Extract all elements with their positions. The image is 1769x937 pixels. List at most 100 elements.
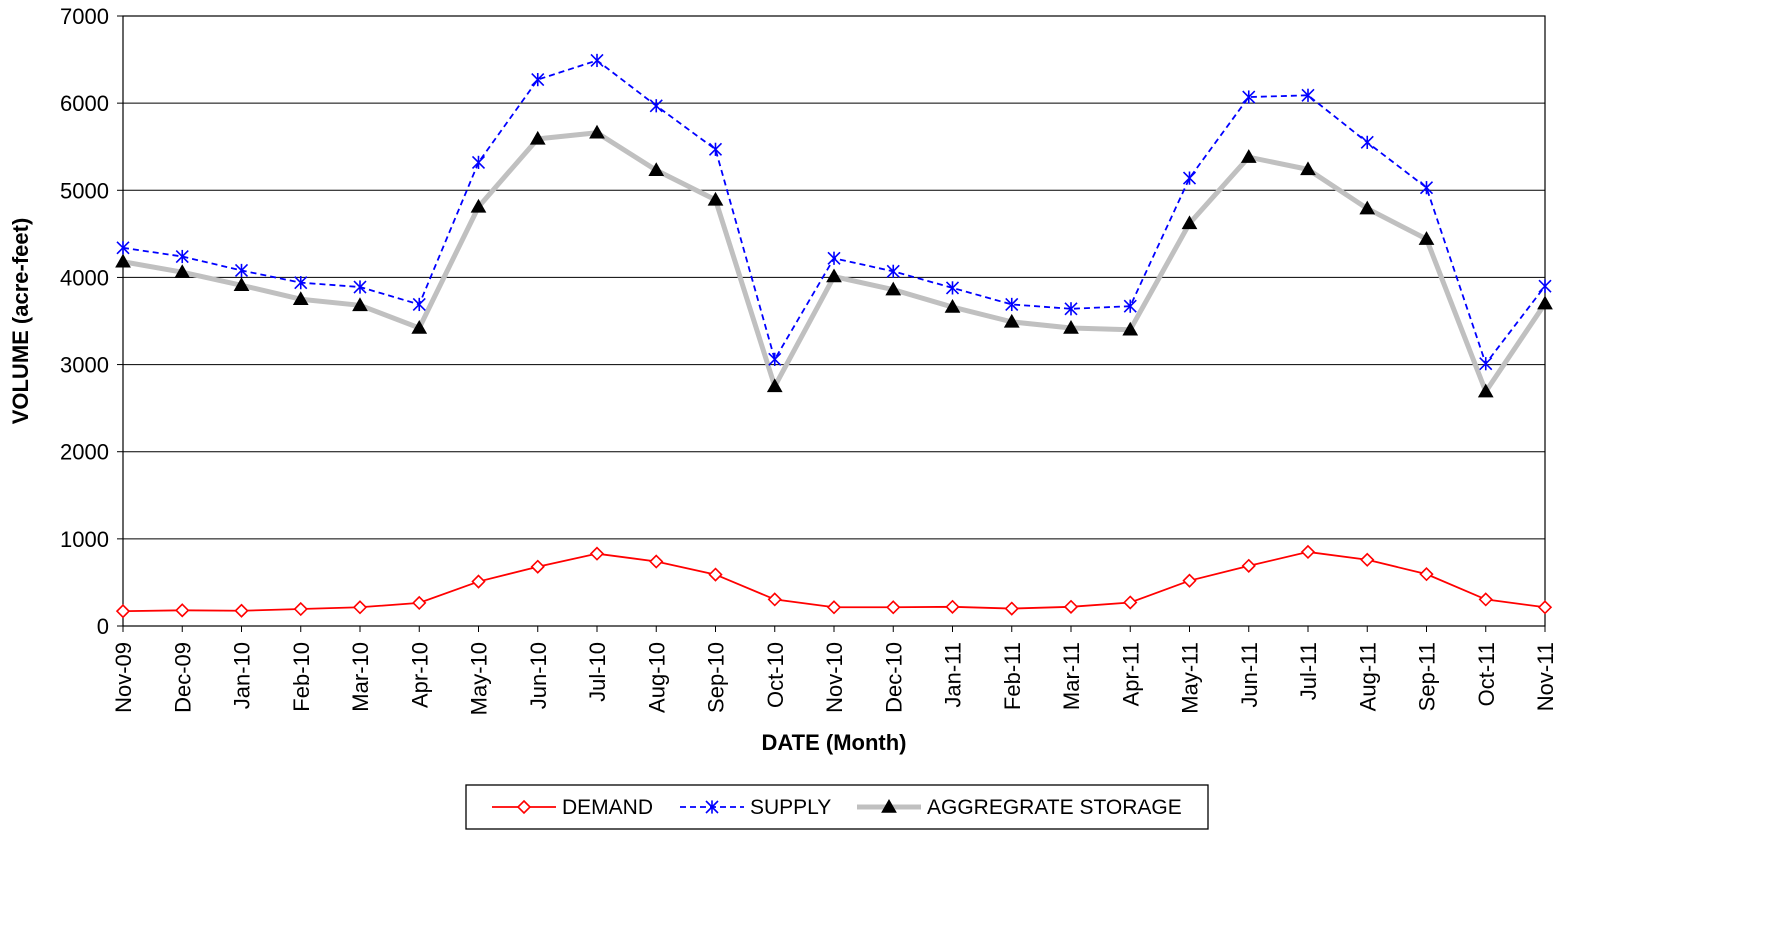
data-point-aggregrate-storage <box>944 299 961 313</box>
data-point-supply <box>1064 302 1078 316</box>
data-point-aggregrate-storage <box>1240 149 1257 163</box>
data-point-aggregrate-storage <box>233 277 250 292</box>
data-point-aggregrate-storage <box>766 378 783 393</box>
data-point-aggregrate-storage <box>470 198 487 213</box>
data-point-aggregrate-storage <box>648 162 665 176</box>
data-point-aggregrate-storage <box>589 124 605 139</box>
data-point-supply <box>1301 88 1315 102</box>
x-tick-label: Oct-10 <box>763 642 788 708</box>
data-point-supply <box>353 280 367 294</box>
x-tick-label: Jun-11 <box>1237 642 1262 708</box>
x-tick-labels: Nov-09 Dec-09 Jan-10 Feb-10 Mar-10 Apr-10 May-… <box>111 642 1558 715</box>
y-tick-label: 6000 <box>60 91 109 116</box>
data-point-supply <box>1479 357 1493 371</box>
y-tick-label: 0 <box>97 614 109 639</box>
data-point-demand <box>826 600 842 615</box>
data-point-aggregrate-storage <box>1300 161 1316 176</box>
x-tick-label: Nov-11 <box>1533 642 1558 711</box>
y-tick-label: 3000 <box>60 353 109 378</box>
data-point-supply <box>531 73 545 87</box>
legend-marker <box>516 799 532 815</box>
data-point-demand <box>293 601 308 617</box>
x-tick-label: May-10 <box>467 642 492 715</box>
x-tick-label: Mar-11 <box>1059 642 1084 710</box>
data-point-demand <box>1478 592 1493 607</box>
x-tick-label: Apr-10 <box>407 642 432 708</box>
data-point-demand <box>471 574 486 589</box>
legend-item-demand: DEMAND <box>492 796 653 819</box>
x-tick-label: Feb-10 <box>289 642 314 712</box>
x-tick-label: Dec-09 <box>170 642 195 713</box>
x-tick-label: Jan-10 <box>230 642 255 709</box>
data-point-demand <box>530 559 545 574</box>
data-point-supply <box>1360 135 1374 149</box>
x-tick-label: Apr-11 <box>1118 642 1143 706</box>
x-axis-title: DATE (Month) <box>762 730 907 755</box>
plot-area <box>123 16 1545 626</box>
legend-item-aggregrate-storage: AGGREGRATE STORAGE <box>857 796 1182 819</box>
data-point-supply <box>1538 279 1552 293</box>
y-tick-label: 5000 <box>60 178 109 203</box>
data-point-aggregrate-storage <box>1418 231 1435 245</box>
x-tick-label: Dec-10 <box>881 642 906 713</box>
legend-item-supply: SUPPLY <box>680 796 831 819</box>
data-point-aggregrate-storage <box>1122 321 1139 336</box>
data-point-supply <box>471 155 486 169</box>
series-aggregrate-storage <box>115 124 1553 398</box>
legend-items: DEMAND SUPPLY AGGREGRATE STORAGE <box>492 796 1182 819</box>
x-tick-label: Aug-10 <box>644 642 669 713</box>
data-point-supply <box>1419 181 1434 195</box>
legend-marker <box>881 798 897 813</box>
data-point-supply <box>1182 171 1197 185</box>
legend: DEMAND SUPPLY AGGREGRATE STORAGE <box>465 784 1209 830</box>
data-point-demand <box>886 600 901 615</box>
data-point-demand <box>1300 544 1316 560</box>
data-point-supply <box>294 276 308 290</box>
data-point-aggregrate-storage <box>826 268 842 283</box>
legend-label: SUPPLY <box>750 796 831 819</box>
data-point-demand <box>589 546 605 561</box>
data-point-aggregrate-storage <box>1359 200 1376 215</box>
data-point-demand <box>708 567 723 582</box>
legend-box <box>465 784 1209 830</box>
y-tick-label: 7000 <box>60 4 109 29</box>
x-tick-label: Sep-11 <box>1415 642 1440 711</box>
data-point-supply <box>234 263 249 278</box>
data-point-demand <box>352 600 368 615</box>
data-point-demand <box>175 603 190 618</box>
data-point-supply <box>886 264 900 278</box>
data-point-demand <box>767 592 782 607</box>
series-supply <box>116 53 1552 371</box>
data-point-supply <box>1123 299 1137 313</box>
data-point-aggregrate-storage <box>1003 313 1020 328</box>
series-demand <box>115 544 1553 619</box>
data-point-demand <box>945 599 960 614</box>
y-axis-title: VOLUME (acre-feet) <box>8 218 33 425</box>
y-tick-label: 4000 <box>60 265 109 290</box>
legend-label: AGGREGRATE STORAGE <box>927 796 1182 819</box>
data-point-demand <box>1063 599 1079 614</box>
data-point-supply <box>590 53 604 68</box>
data-point-supply <box>649 99 663 113</box>
data-point-aggregrate-storage <box>1181 215 1198 230</box>
data-point-supply <box>116 241 130 255</box>
data-point-aggregrate-storage <box>885 281 902 296</box>
x-tick-label: Oct-11 <box>1474 642 1499 706</box>
data-point-aggregrate-storage <box>292 291 309 305</box>
y-tick-labels: 0 1000 2000 3000 4000 5000 6000 7000 <box>60 4 109 639</box>
y-tick-label: 2000 <box>60 440 109 465</box>
x-tick-label: Nov-10 <box>822 642 847 713</box>
x-tick-label: Nov-09 <box>111 642 136 713</box>
data-point-demand <box>1419 567 1434 582</box>
data-point-demand <box>1537 600 1553 615</box>
data-point-supply <box>1242 90 1256 104</box>
data-point-demand <box>412 595 427 611</box>
legend-marker <box>705 800 719 814</box>
x-tick-label: Sep-10 <box>704 642 729 713</box>
axes <box>122 15 1546 632</box>
data-point-supply <box>1005 297 1019 312</box>
data-point-aggregrate-storage <box>352 297 368 312</box>
data-point-demand <box>115 604 131 619</box>
x-tick-label: Aug-11 <box>1355 642 1380 711</box>
